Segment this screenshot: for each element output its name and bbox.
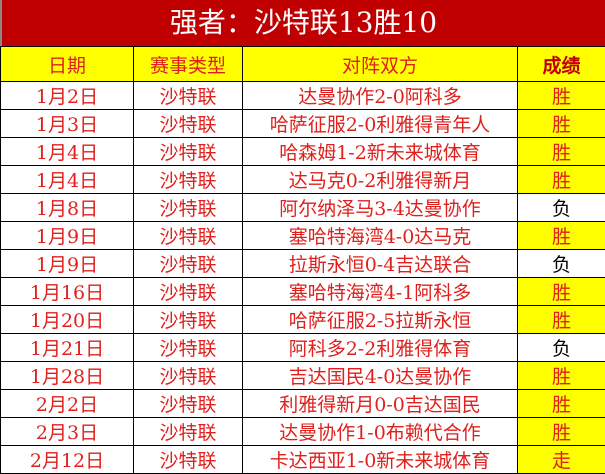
match-cell: 卡达西亚1-0新未来城体育 [243,446,518,474]
result-cell: 胜 [518,166,605,194]
match-cell: 拉斯永恒0-4吉达联合 [243,250,518,278]
date-cell: 1月4日 [1,166,134,194]
type-cell: 沙特联 [134,334,243,362]
table-row: 1月4日沙特联哈森姆1-2新未来城体育胜 [1,138,605,166]
result-cell: 胜 [518,306,605,334]
type-cell: 沙特联 [134,82,243,110]
result-cell: 负 [518,250,605,278]
match-cell: 哈萨征服2-5拉斯永恒 [243,306,518,334]
date-cell: 2月3日 [1,418,134,446]
type-cell: 沙特联 [134,194,243,222]
match-cell: 利雅得新月0-0吉达国民 [243,390,518,418]
result-cell: 胜 [518,82,605,110]
date-cell: 2月2日 [1,390,134,418]
match-cell: 哈森姆1-2新未来城体育 [243,138,518,166]
date-cell: 1月8日 [1,194,134,222]
match-cell: 塞哈特海湾4-0达马克 [243,222,518,250]
type-cell: 沙特联 [134,166,243,194]
table-row: 1月3日沙特联哈萨征服2-0利雅得青年人胜 [1,110,605,138]
result-cell: 走 [518,446,605,474]
result-cell: 胜 [518,390,605,418]
date-cell: 1月16日 [1,278,134,306]
result-cell: 胜 [518,362,605,390]
type-cell: 沙特联 [134,306,243,334]
header-type: 赛事类型 [134,47,243,82]
date-cell: 1月28日 [1,362,134,390]
match-cell: 达曼协作1-0布赖代合作 [243,418,518,446]
match-cell: 阿科多2-2利雅得体育 [243,334,518,362]
table-row: 1月9日沙特联拉斯永恒0-4吉达联合负 [1,250,605,278]
header-result: 成绩 [518,47,605,82]
date-cell: 1月2日 [1,82,134,110]
header-match: 对阵双方 [243,47,518,82]
table-row: 2月3日沙特联达曼协作1-0布赖代合作胜 [1,418,605,446]
type-cell: 沙特联 [134,362,243,390]
date-cell: 1月3日 [1,110,134,138]
type-cell: 沙特联 [134,446,243,474]
table-row: 1月2日沙特联达曼协作2-0阿科多胜 [1,82,605,110]
result-cell: 负 [518,334,605,362]
table-row: 2月2日沙特联利雅得新月0-0吉达国民胜 [1,390,605,418]
match-cell: 吉达国民4-0达曼协作 [243,362,518,390]
result-cell: 胜 [518,110,605,138]
date-cell: 1月4日 [1,138,134,166]
result-cell: 胜 [518,418,605,446]
result-cell: 胜 [518,278,605,306]
match-cell: 塞哈特海湾4-1阿科多 [243,278,518,306]
type-cell: 沙特联 [134,418,243,446]
match-cell: 达曼协作2-0阿科多 [243,82,518,110]
date-cell: 1月9日 [1,222,134,250]
header-row: 日期 赛事类型 对阵双方 成绩 [1,47,605,82]
type-cell: 沙特联 [134,138,243,166]
table-row: 1月28日沙特联吉达国民4-0达曼协作胜 [1,362,605,390]
date-cell: 2月12日 [1,446,134,474]
result-cell: 胜 [518,138,605,166]
result-cell: 胜 [518,222,605,250]
header-date: 日期 [1,47,134,82]
date-cell: 1月9日 [1,250,134,278]
table-row: 2月12日沙特联卡达西亚1-0新未来城体育走 [1,446,605,474]
type-cell: 沙特联 [134,278,243,306]
match-cell: 哈萨征服2-0利雅得青年人 [243,110,518,138]
table-row: 1月8日沙特联阿尔纳泽马3-4达曼协作负 [1,194,605,222]
type-cell: 沙特联 [134,390,243,418]
result-cell: 负 [518,194,605,222]
match-cell: 达马克0-2利雅得新月 [243,166,518,194]
table-row: 1月21日沙特联阿科多2-2利雅得体育负 [1,334,605,362]
table-row: 1月9日沙特联塞哈特海湾4-0达马克胜 [1,222,605,250]
page-title: 强者：沙特联13胜10 [0,0,605,46]
table-row: 1月20日沙特联哈萨征服2-5拉斯永恒胜 [1,306,605,334]
date-cell: 1月20日 [1,306,134,334]
type-cell: 沙特联 [134,222,243,250]
type-cell: 沙特联 [134,250,243,278]
date-cell: 1月21日 [1,334,134,362]
table-row: 1月16日沙特联塞哈特海湾4-1阿科多胜 [1,278,605,306]
table-row: 1月4日沙特联达马克0-2利雅得新月胜 [1,166,605,194]
match-cell: 阿尔纳泽马3-4达曼协作 [243,194,518,222]
type-cell: 沙特联 [134,110,243,138]
